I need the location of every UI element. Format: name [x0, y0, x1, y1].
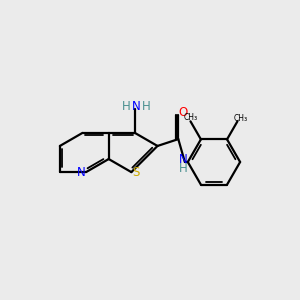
Text: S: S [133, 166, 140, 178]
Text: CH₃: CH₃ [234, 115, 248, 124]
Text: H: H [142, 100, 151, 112]
Text: CH₃: CH₃ [183, 113, 197, 122]
Text: N: N [77, 166, 86, 178]
Text: N: N [132, 100, 141, 112]
Text: H: H [122, 100, 131, 112]
Text: O: O [178, 106, 188, 119]
Text: H: H [179, 162, 188, 175]
Text: N: N [179, 152, 188, 166]
